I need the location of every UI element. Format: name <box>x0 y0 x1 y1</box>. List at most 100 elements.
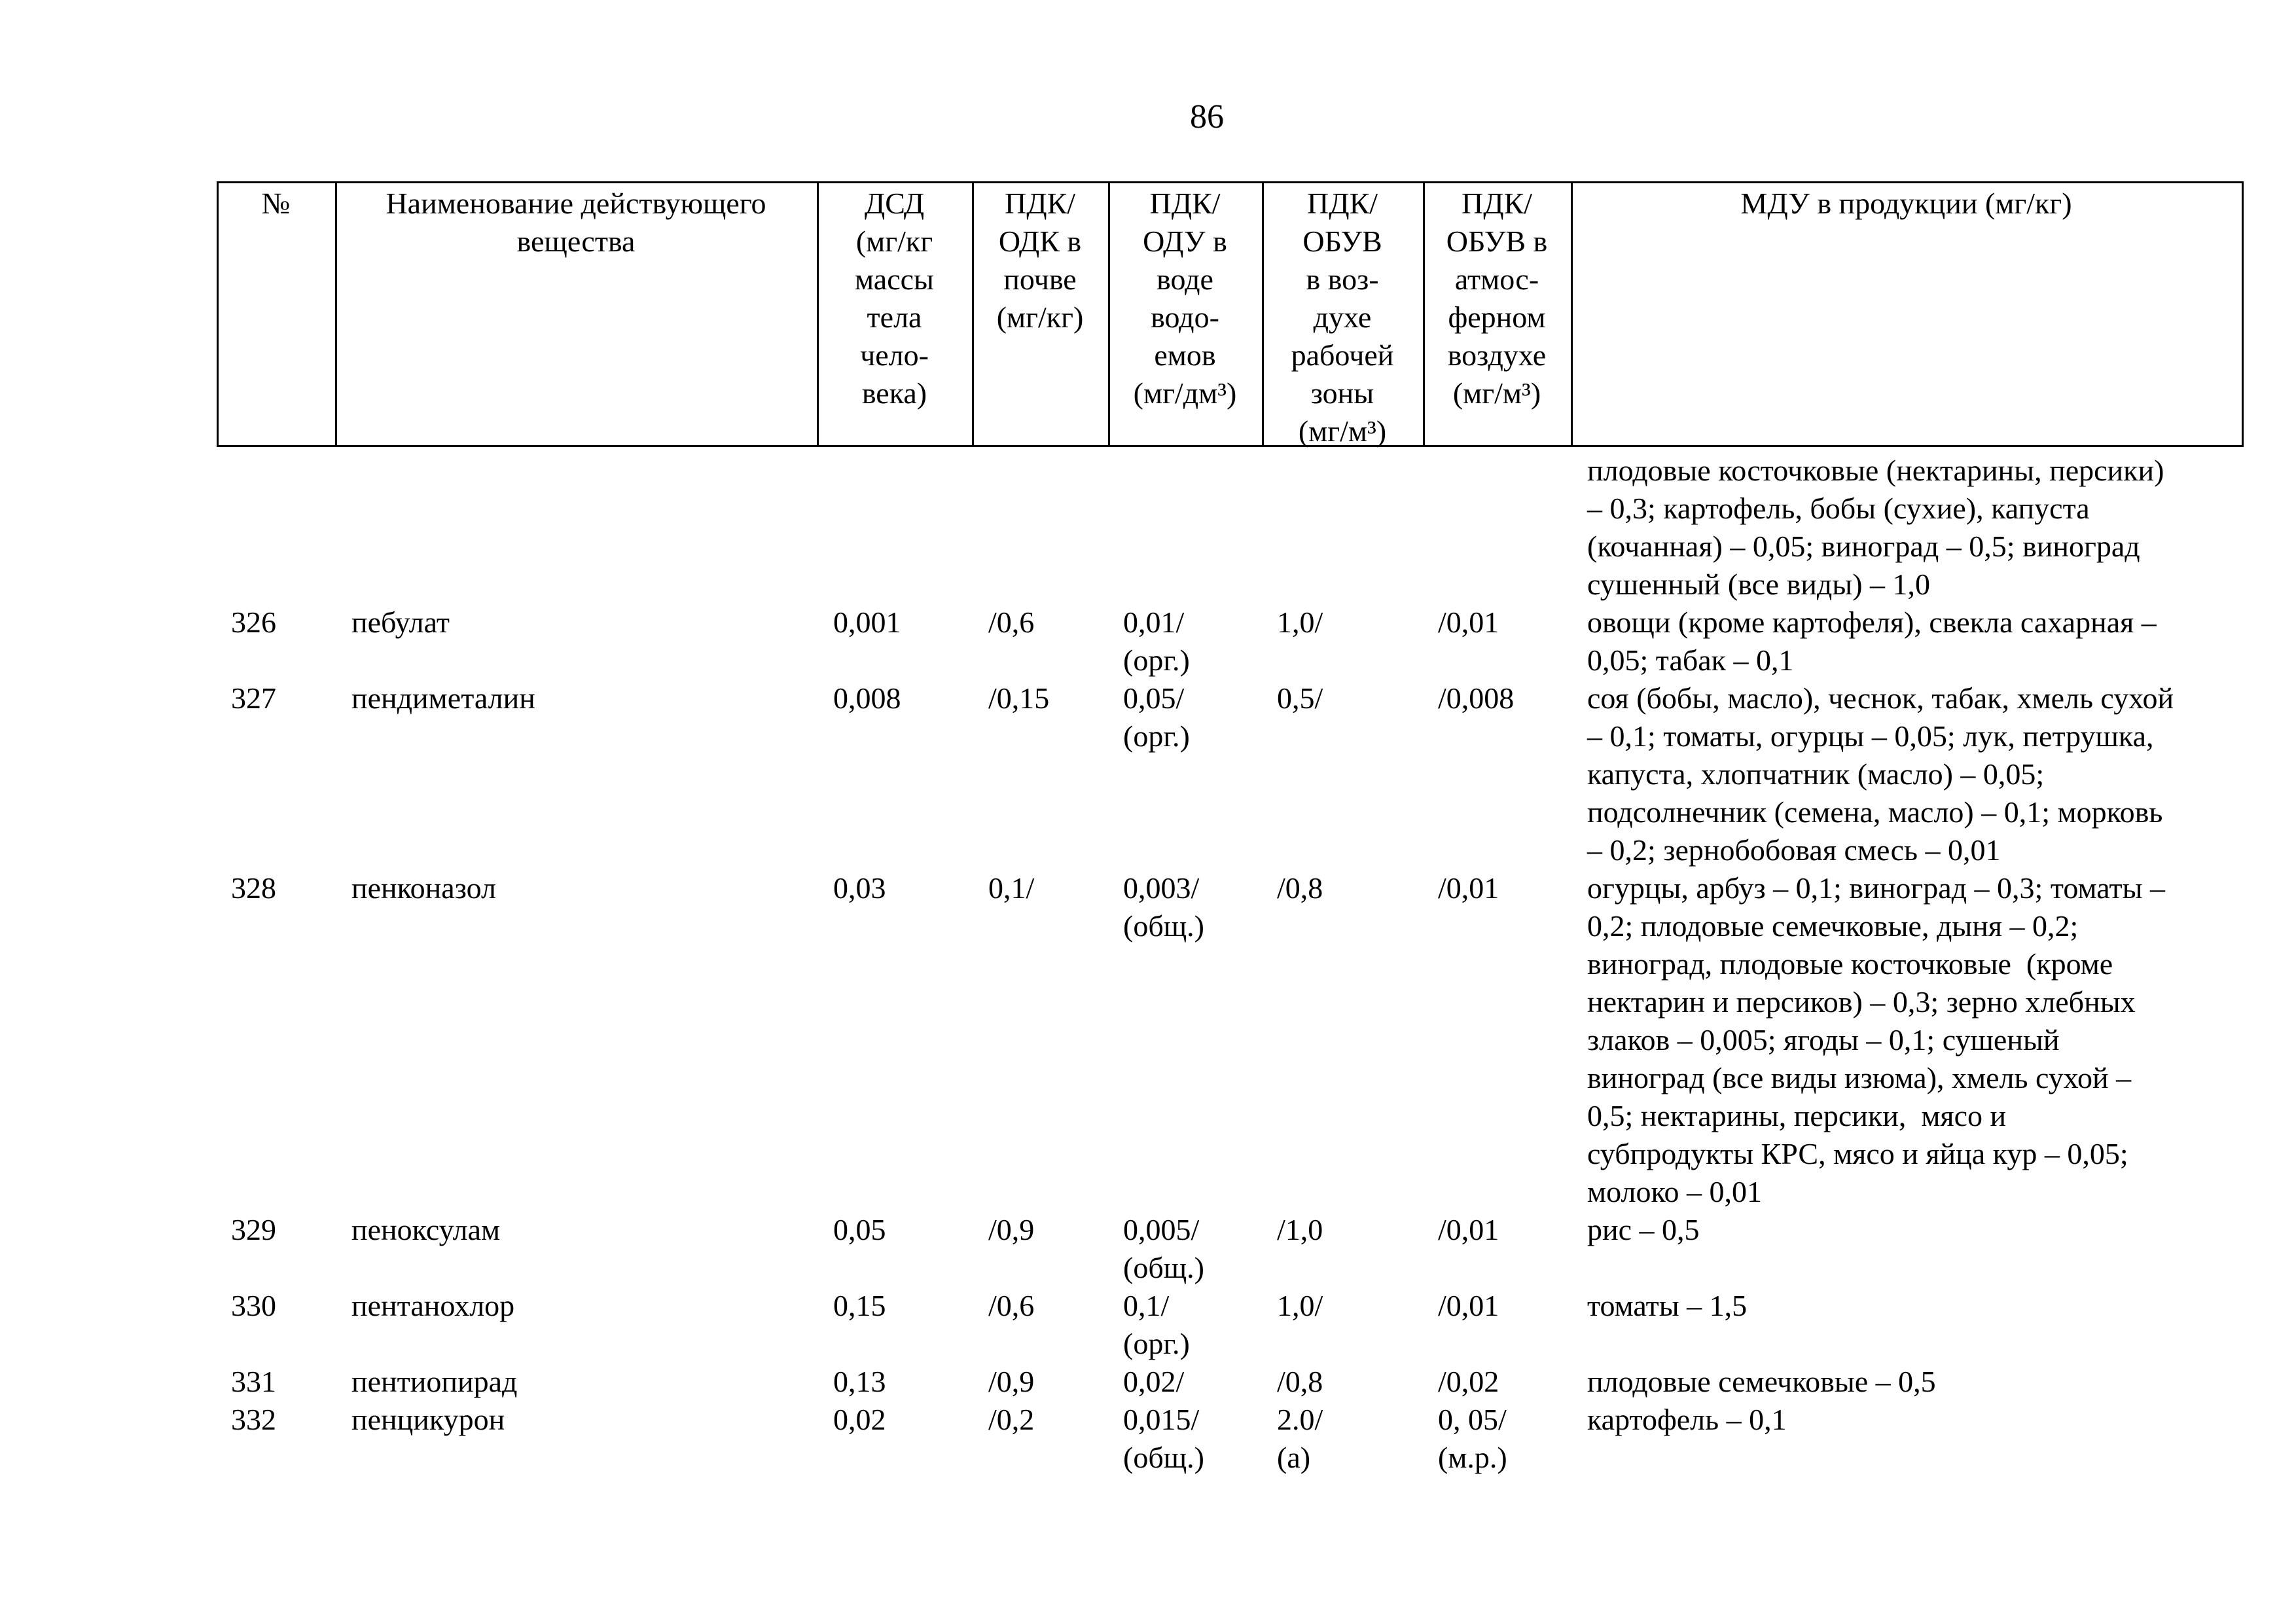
table-cell: /0,01 <box>1438 1289 1499 1322</box>
table-cell: /0,15 <box>988 681 1050 715</box>
table-cell: /0,2 <box>988 1403 1035 1436</box>
header-cell: (мг/кг) <box>996 300 1084 334</box>
table-cell: (м.р.) <box>1438 1441 1507 1474</box>
header-cell: ПДК/ <box>1461 187 1533 220</box>
column-border <box>1423 181 1425 447</box>
column-border <box>1571 181 1573 447</box>
header-cell: ОБУВ в <box>1446 225 1548 258</box>
header-cell: массы <box>855 262 934 296</box>
table-cell: томаты – 1,5 <box>1587 1289 1748 1322</box>
header-cell: века) <box>861 376 927 410</box>
table-cell: – 0,1; томаты, огурцы – 0,05; лук, петру… <box>1587 719 2154 753</box>
table-cell: /0,9 <box>988 1213 1035 1246</box>
table-cell: пентанохлор <box>351 1289 515 1322</box>
header-cell: (мг/м³) <box>1298 414 1387 448</box>
table-cell: 0, 05/ <box>1438 1403 1507 1436</box>
header-cell: ОДК в <box>998 225 1082 258</box>
header-cell: атмос- <box>1454 262 1539 296</box>
table-cell: 0,008 <box>833 681 901 715</box>
table-cell: 330 <box>231 1289 276 1322</box>
table-cell: (общ.) <box>1123 1441 1204 1474</box>
header-cell: зоны <box>1310 376 1374 410</box>
header-cell: духе <box>1313 300 1372 334</box>
table-cell: 0,13 <box>833 1365 886 1398</box>
header-cell: ПДК/ <box>1004 187 1076 220</box>
table-cell: пеноксулам <box>351 1213 501 1246</box>
table-cell: 331 <box>231 1365 276 1398</box>
header-cell: почве <box>1003 262 1077 296</box>
table-cell: (общ.) <box>1123 909 1204 943</box>
column-border <box>817 181 819 447</box>
header-cell: № <box>261 187 291 220</box>
header-cell: вещества <box>516 225 636 258</box>
table-cell: пенконазол <box>351 871 496 905</box>
table-cell: пендиметалин <box>351 681 535 715</box>
table-cell: 0,1/ <box>988 871 1035 905</box>
table-cell: 0,5/ <box>1277 681 1323 715</box>
table-cell: плодовые семечковые – 0,5 <box>1587 1365 1936 1398</box>
header-cell: ОДУ в <box>1143 225 1227 258</box>
header-cell: воде <box>1157 262 1213 296</box>
table-cell: виноград, плодовые косточковые (кроме <box>1587 947 2113 981</box>
table-cell: /0,008 <box>1438 681 1515 715</box>
header-cell: (мг/м³) <box>1452 376 1541 410</box>
table-cell: огурцы, арбуз – 0,1; виноград – 0,3; том… <box>1587 871 2165 905</box>
table-cell: плодовые косточковые (нектарины, персики… <box>1587 454 2164 487</box>
header-cell: воздухе <box>1447 338 1547 372</box>
table-cell: 0,005/ <box>1123 1213 1200 1246</box>
table-cell: 0,2; плодовые семечковые, дыня – 0,2; <box>1587 909 2079 943</box>
page-number: 86 <box>1190 98 1224 135</box>
table-cell: пентиопирад <box>351 1365 518 1398</box>
table-cell: овощи (кроме картофеля), свекла сахарная… <box>1587 605 2157 639</box>
column-border <box>972 181 974 447</box>
header-cell: ПДК/ <box>1149 187 1221 220</box>
table-border <box>217 181 2244 183</box>
table-cell: (а) <box>1277 1441 1311 1474</box>
table-cell: виноград (все виды изюма), хмель сухой – <box>1587 1061 2132 1094</box>
column-border <box>1262 181 1264 447</box>
table-cell: 0,02/ <box>1123 1365 1185 1398</box>
header-cell: МДУ в продукции (мг/кг) <box>1740 187 2072 220</box>
table-cell: злаков – 0,005; ягоды – 0,1; сушеный <box>1587 1023 2060 1056</box>
table-cell: /0,01 <box>1438 871 1499 905</box>
table-cell: сушенный (все виды) – 1,0 <box>1587 568 1931 601</box>
header-cell: тела <box>867 300 922 334</box>
header-cell: чело- <box>860 338 929 372</box>
table-cell: 0,03 <box>833 871 886 905</box>
table-cell: 332 <box>231 1403 276 1436</box>
table-cell: (орг.) <box>1123 719 1190 753</box>
table-cell: (кочанная) – 0,05; виноград – 0,5; виног… <box>1587 530 2140 563</box>
table-cell: 0,15 <box>833 1289 886 1322</box>
table-cell: субпродукты КРС, мясо и яйца кур – 0,05; <box>1587 1137 2128 1170</box>
header-cell: емов <box>1154 338 1216 372</box>
table-cell: пенцикурон <box>351 1403 505 1436</box>
table-cell: /0,6 <box>988 1289 1035 1322</box>
header-cell: водо- <box>1151 300 1219 334</box>
table-cell: нектарин и персиков) – 0,3; зерно хлебны… <box>1587 985 2136 1019</box>
table-cell: 328 <box>231 871 276 905</box>
header-cell: в воз- <box>1306 262 1379 296</box>
table-cell: картофель – 0,1 <box>1587 1403 1787 1436</box>
column-border <box>335 181 337 447</box>
table-cell: пебулат <box>351 605 450 639</box>
table-cell: 0,05; табак – 0,1 <box>1587 643 1794 677</box>
table-cell: 0,05 <box>833 1213 886 1246</box>
table-cell: – 0,2; зернобобовая смесь – 0,01 <box>1587 833 2001 867</box>
table-cell: 0,015/ <box>1123 1403 1200 1436</box>
table-cell: 1,0/ <box>1277 1289 1323 1322</box>
table-cell: подсолнечник (семена, масло) – 0,1; морк… <box>1587 795 2163 829</box>
table-cell: /0,8 <box>1277 871 1323 905</box>
table-cell: 329 <box>231 1213 276 1246</box>
table-cell: 0,05/ <box>1123 681 1185 715</box>
table-cell: (орг.) <box>1123 643 1190 677</box>
table-cell: 0,01/ <box>1123 605 1185 639</box>
table-border <box>217 445 2244 447</box>
table-cell: 0,001 <box>833 605 901 639</box>
header-cell: Наименование действующего <box>386 187 766 220</box>
table-cell: соя (бобы, масло), чеснок, табак, хмель … <box>1587 681 2174 715</box>
table-cell: 1,0/ <box>1277 605 1323 639</box>
table-cell: (орг.) <box>1123 1327 1190 1360</box>
table-cell: 0,5; нектарины, персики, мясо и <box>1587 1099 2007 1132</box>
table-cell: 0,003/ <box>1123 871 1200 905</box>
